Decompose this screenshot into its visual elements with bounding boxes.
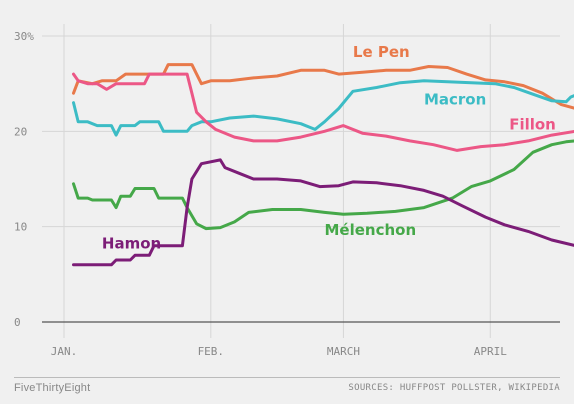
x-tick-label: JAN.	[51, 345, 78, 358]
series-line-hamon	[72, 158, 574, 267]
y-tick-label: 20	[14, 125, 27, 138]
polling-line-chart: 0 10 20 30% JAN. FEB. MARCH APRIL Le Pen Macron Fi…	[14, 24, 574, 358]
sources-credit: SOURCES: HUFFPOST POLLSTER, WIKIPEDIA	[348, 383, 560, 393]
series-label-macron: Macron	[424, 91, 486, 109]
footer-divider	[14, 377, 560, 378]
y-tick-label: 10	[14, 221, 27, 234]
series-line-mlenchon	[72, 139, 574, 231]
series-line-fillon	[72, 72, 574, 152]
series-line-macron	[72, 79, 574, 137]
y-tick-label: 30%	[14, 30, 34, 43]
x-tick-label: MARCH	[327, 345, 360, 358]
brand-credit: FiveThirtyEight	[14, 382, 91, 394]
series-label-lepen: Le Pen	[353, 43, 410, 61]
x-tick-label: FEB.	[198, 345, 225, 358]
series-label-fillon: Fillon	[509, 115, 556, 133]
series-line-lepen	[72, 63, 574, 110]
y-tick-label: 0	[14, 316, 21, 329]
series-label-hamon: Hamon	[102, 235, 161, 253]
x-tick-label: APRIL	[474, 345, 507, 358]
series-label-mlenchon: Mélenchon	[325, 221, 417, 239]
